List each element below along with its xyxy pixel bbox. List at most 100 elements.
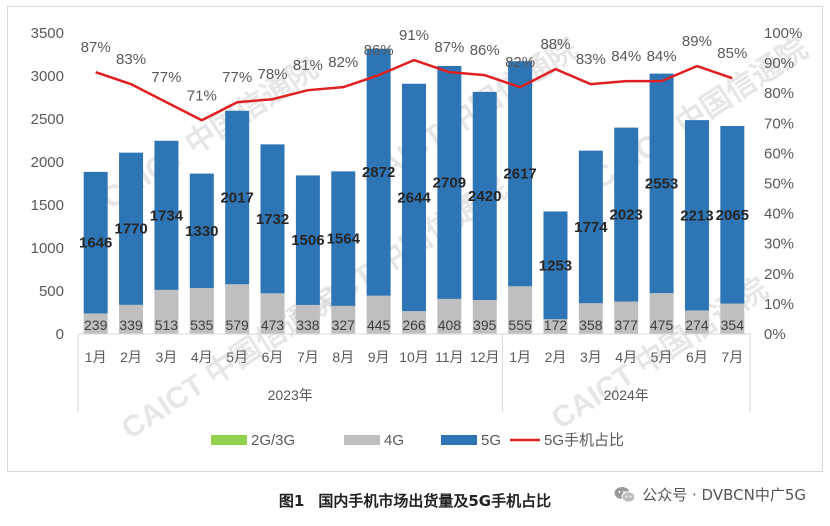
y-right-tick-6: 60% [764,145,794,162]
source-credit: 公众号 · DVBCN中广5G [614,484,806,505]
label-4g-8: 445 [367,317,391,333]
label-5g-6: 1506 [291,232,324,249]
x-tick-17: 6月 [686,349,708,365]
y-left-tick-1: 500 [39,283,64,300]
y-right-tick-9: 90% [764,55,794,72]
group-label-0: 2023年 [268,387,313,403]
x-tick-7: 8月 [332,349,354,365]
y-right-tick-5: 50% [764,176,794,193]
bar-5g-8 [366,48,391,296]
x-tick-12: 1月 [509,349,531,365]
label-5g-5: 1732 [256,211,289,228]
y-left-tick-3: 1500 [31,197,64,214]
label-4g-13: 172 [544,317,568,333]
bar-5g-12 [508,61,533,287]
y-right-tick-0: 0% [764,326,786,343]
pct-label-0: 87% [81,39,111,56]
pct-label-11: 86% [470,42,500,59]
label-4g-4: 579 [225,317,249,333]
bar-5g-7 [331,171,356,306]
bar-5g-15 [614,127,639,302]
pct-label-3: 71% [187,87,217,104]
pct-label-8: 86% [364,42,394,59]
x-tick-10: 11月 [435,349,464,365]
label-5g-16: 2553 [645,175,678,192]
y-right-tick-10: 100% [764,25,802,42]
bar-5g-0 [83,171,108,314]
pct-label-14: 83% [576,51,606,68]
y-left-tick-6: 3000 [31,68,64,85]
label-5g-2: 1734 [150,207,184,224]
y-left-tick-2: 1000 [31,240,64,257]
pct-label-2: 77% [151,69,181,86]
y-right-tick-1: 10% [764,296,794,313]
y-right-tick-2: 20% [764,266,794,283]
bar-5g-4 [225,110,250,285]
pct-label-17: 89% [682,33,712,50]
bar-4g-5 [260,293,285,334]
credit-text: 公众号 · DVBCN中广5G [642,486,806,504]
bar-5g-10 [437,65,462,299]
y-left-tick-4: 2000 [31,154,64,171]
x-tick-1: 2月 [120,349,142,365]
pct-label-16: 84% [647,48,677,65]
x-tick-13: 2月 [545,349,567,365]
label-5g-10: 2709 [433,174,466,191]
group-label-1: 2024年 [604,387,649,403]
label-4g-1: 339 [119,317,143,333]
label-5g-8: 2872 [362,164,395,181]
label-4g-9: 266 [402,317,426,333]
label-5g-4: 2017 [220,189,253,206]
pct-label-6: 81% [293,57,323,74]
label-5g-18: 2065 [716,207,749,224]
label-5g-9: 2644 [397,189,431,206]
label-4g-10: 408 [438,317,462,333]
label-4g-0: 239 [84,317,108,333]
pct-label-12: 82% [505,54,535,71]
bar-5g-13 [543,211,568,320]
bar-5g-11 [472,91,497,301]
label-4g-7: 327 [332,317,356,333]
label-5g-1: 1770 [114,221,147,238]
legend-4g-label: 4G [384,432,404,449]
caption-text: 国内手机市场出货量及5G手机占比 [318,492,552,510]
bar-4g-9 [402,311,426,334]
bar-5g-3 [189,173,214,288]
pct-label-1: 83% [116,51,146,68]
pct-label-15: 84% [611,48,641,65]
bar-4g-4 [225,284,250,334]
label-4g-2: 513 [155,317,179,333]
label-5g-3: 1330 [185,223,218,240]
bar-5g-9 [402,83,426,312]
wechat-icon [614,486,636,504]
y-left-tick-7: 3500 [31,25,64,42]
label-4g-11: 395 [473,317,497,333]
x-tick-3: 4月 [191,349,213,365]
legend-5g-swatch [441,435,477,445]
legend-4g-swatch [344,435,380,445]
figure-caption: 图1 国内手机市场出货量及5G手机占比 [0,490,830,511]
x-tick-15: 4月 [615,349,637,365]
y-left-tick-0: 0 [56,326,64,343]
label-4g-12: 555 [508,317,532,333]
legend-5g-share-label: 5G手机占比 [544,432,624,449]
bar-4g-6 [295,304,320,334]
pct-label-18: 85% [717,45,747,62]
bar-5g-16 [649,73,674,294]
bar-4g-10 [437,298,462,334]
pct-label-5: 78% [258,66,288,83]
label-4g-14: 358 [579,317,603,333]
bar-5g-1 [119,152,144,305]
legend-2g3g-label: 2G/3G [251,432,295,449]
pct-label-10: 87% [434,39,464,56]
x-tick-14: 3月 [580,349,602,365]
x-tick-8: 9月 [368,349,390,365]
bar-4g-12 [508,286,533,334]
y-right-tick-3: 30% [764,236,794,253]
bar-4g-15 [614,301,639,334]
bar-4g-16 [649,293,674,334]
pct-label-4: 77% [222,69,252,86]
x-tick-0: 1月 [85,349,107,365]
